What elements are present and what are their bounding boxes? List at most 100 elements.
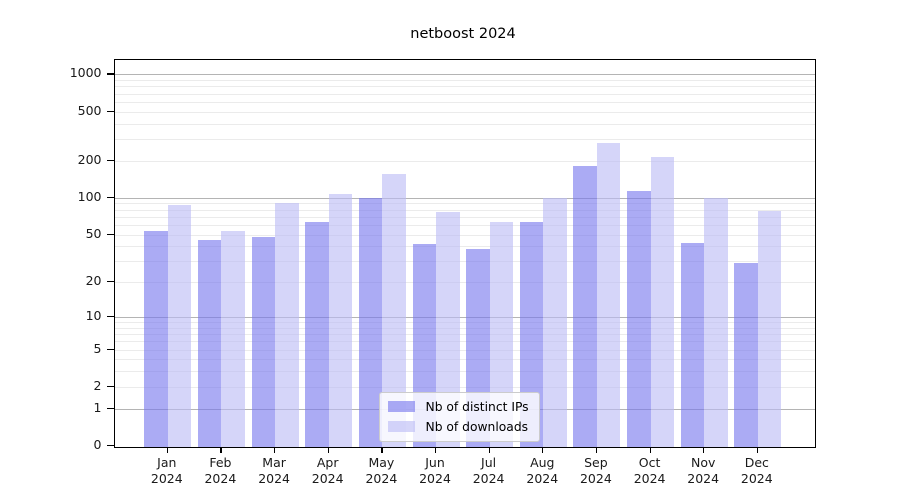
x-tick-label-mar: Mar 2024 <box>244 455 304 487</box>
x-tick-year: 2024 <box>740 471 773 486</box>
major-gridline-100 <box>114 197 815 199</box>
minor-gridline-60 <box>114 224 815 226</box>
bar-ips-apr <box>305 222 329 447</box>
bar-downloads-jul <box>489 222 514 447</box>
x-tick-mark-may <box>381 447 383 453</box>
x-tick-month: Nov <box>690 455 716 470</box>
x-tick-year: 2024 <box>687 471 720 486</box>
y-tick-label-2: 2 <box>93 377 102 393</box>
minor-gridline-800 <box>114 86 815 88</box>
bar-downloads-feb <box>221 231 245 447</box>
minor-gridline-4 <box>114 359 815 361</box>
chart-title: netboost 2024 <box>410 26 516 42</box>
x-tick-label-apr: Apr 2024 <box>298 455 358 487</box>
y-tick-mark-100 <box>106 196 114 198</box>
legend-swatch-distinct-ips <box>387 401 415 412</box>
minor-gridline-90 <box>114 203 815 205</box>
x-tick-label-aug: Aug 2024 <box>512 455 572 487</box>
major-gridline-1000 <box>114 74 815 76</box>
bar-downloads-aug <box>543 197 567 447</box>
x-tick-month: Jun <box>425 455 445 470</box>
x-tick-year: 2024 <box>204 471 237 486</box>
y-tick-label-0: 0 <box>93 437 102 452</box>
bar-ips-oct <box>627 191 651 447</box>
y-tick-mark-5 <box>106 348 114 350</box>
x-tick-mark-apr <box>327 447 329 453</box>
bar-ips-may <box>358 197 383 447</box>
bar-downloads-mar <box>275 202 299 447</box>
x-tick-month: Feb <box>209 455 232 470</box>
legend-row: Nb of distinct IPs <box>387 398 529 415</box>
x-tick-mark-jun <box>435 447 437 453</box>
x-tick-label-feb: Feb 2024 <box>190 455 250 487</box>
y-tick-mark-500 <box>106 110 114 112</box>
plot-area: Nb of distinct IPs Nb of downloads <box>113 59 816 448</box>
minor-gridline-900 <box>114 80 815 82</box>
bar-downloads-nov <box>704 197 728 447</box>
bar-ips-nov <box>680 242 705 447</box>
y-tick-mark-1000 <box>106 73 114 75</box>
x-tick-label-nov: Nov 2024 <box>673 455 733 487</box>
bar-ips-feb <box>197 240 222 447</box>
x-tick-label-jul: Jul 2024 <box>459 455 519 487</box>
legend-label-downloads: Nb of downloads <box>425 419 529 434</box>
x-tick-label-jan: Jan 2024 <box>137 455 197 487</box>
y-tick-label-50: 50 <box>85 225 102 241</box>
minor-gridline-400 <box>114 123 815 125</box>
bar-downloads-dec <box>757 211 782 447</box>
x-tick-month: Sep <box>584 455 608 470</box>
minor-gridline-70 <box>114 216 815 218</box>
bar-ips-mar <box>251 236 276 447</box>
x-tick-label-oct: Oct 2024 <box>620 455 680 487</box>
x-tick-year: 2024 <box>419 471 451 486</box>
y-tick-label-10: 10 <box>85 308 102 323</box>
y-tick-mark-0 <box>106 445 114 447</box>
minor-gridline-80 <box>114 209 815 211</box>
x-tick-mark-jan <box>166 447 168 453</box>
bar-downloads-jan <box>167 204 192 447</box>
x-tick-mark-nov <box>703 447 705 453</box>
x-tick-year: 2024 <box>472 471 505 486</box>
bar-downloads-jun <box>436 211 460 447</box>
x-tick-month: Oct <box>638 455 661 470</box>
bar-ips-aug <box>519 222 544 447</box>
minor-gridline-7 <box>114 334 815 336</box>
x-tick-label-dec: Dec 2024 <box>727 455 787 487</box>
y-tick-mark-2 <box>106 385 114 388</box>
legend-label-distinct-ips: Nb of distinct IPs <box>425 399 529 414</box>
y-tick-label-1: 1 <box>93 399 102 415</box>
minor-gridline-6 <box>114 341 815 343</box>
minor-gridline-20 <box>114 282 815 284</box>
y-tick-mark-10 <box>106 316 114 318</box>
minor-gridline-600 <box>114 101 815 103</box>
x-tick-mark-oct <box>649 447 651 453</box>
x-tick-year: 2024 <box>633 471 666 486</box>
bar-ips-dec <box>734 263 758 447</box>
y-tick-mark-20 <box>106 281 114 283</box>
y-tick-label-100: 100 <box>77 188 102 204</box>
x-tick-mark-jul <box>488 447 490 453</box>
x-tick-month: Apr <box>316 455 339 470</box>
y-tick-mark-200 <box>106 159 114 161</box>
x-tick-month: Jan <box>157 455 177 470</box>
x-tick-mark-feb <box>220 447 222 453</box>
x-tick-month: May <box>368 455 395 470</box>
minor-gridline-700 <box>114 93 815 95</box>
bar-downloads-sep <box>596 142 621 447</box>
x-tick-mark-sep <box>595 447 598 453</box>
x-tick-label-may: May 2024 <box>351 455 411 487</box>
x-tick-year: 2024 <box>150 471 183 486</box>
minor-gridline-200 <box>114 160 815 162</box>
legend-swatch-downloads <box>387 421 415 432</box>
y-tick-mark-50 <box>106 233 114 235</box>
x-tick-year: 2024 <box>526 471 559 486</box>
major-gridline-10 <box>114 317 815 318</box>
x-tick-label-jun: Jun 2024 <box>405 455 465 487</box>
y-tick-mark-1 <box>106 407 114 409</box>
minor-gridline-30 <box>114 261 815 263</box>
y-tick-label-500: 500 <box>77 102 102 118</box>
y-tick-label-20: 20 <box>85 273 102 289</box>
x-tick-year: 2024 <box>365 471 398 486</box>
bar-downloads-apr <box>328 194 353 447</box>
